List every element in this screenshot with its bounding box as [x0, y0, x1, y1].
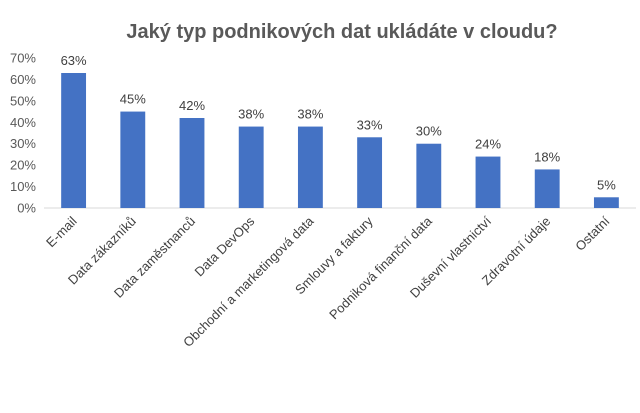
data-label: 18% — [534, 149, 560, 164]
data-label: 5% — [597, 177, 616, 192]
bar — [416, 143, 442, 208]
data-label: 24% — [475, 137, 501, 152]
bar — [593, 197, 619, 208]
data-label: 38% — [238, 107, 264, 122]
bar — [120, 111, 146, 208]
data-label: 33% — [357, 117, 383, 132]
y-axis: 0% 10% 20% 30% 40% 50% 60% 70% — [10, 51, 36, 216]
data-label: 45% — [120, 92, 146, 107]
data-label: 30% — [416, 124, 442, 139]
data-label: 42% — [179, 98, 205, 113]
y-tick-label: 10% — [10, 179, 36, 194]
bar — [238, 126, 264, 208]
category-label: Podniková finanční data — [326, 213, 435, 322]
chart-title: Jaký typ podnikových dat ukládáte v clou… — [126, 21, 557, 43]
bar — [297, 126, 323, 208]
y-tick-label: 20% — [10, 158, 36, 173]
bar — [357, 137, 383, 208]
bar — [61, 73, 87, 208]
y-tick-label: 60% — [10, 72, 36, 87]
bar — [179, 118, 205, 208]
bars — [61, 73, 619, 208]
data-labels: 63% 45% 42% 38% 38% 33% 30% 24% 18% 5% — [61, 53, 617, 192]
bar — [475, 156, 501, 208]
y-tick-label: 30% — [10, 136, 36, 151]
data-label: 63% — [61, 53, 87, 68]
data-label: 38% — [297, 107, 323, 122]
y-tick-label: 40% — [10, 115, 36, 130]
y-tick-label: 50% — [10, 93, 36, 108]
category-label: Data DevOps — [192, 213, 258, 279]
y-tick-label: 70% — [10, 51, 36, 66]
y-tick-label: 0% — [17, 201, 36, 216]
category-label: E-mail — [43, 213, 80, 250]
bar — [534, 169, 560, 208]
category-label: Ostatní — [572, 213, 613, 254]
